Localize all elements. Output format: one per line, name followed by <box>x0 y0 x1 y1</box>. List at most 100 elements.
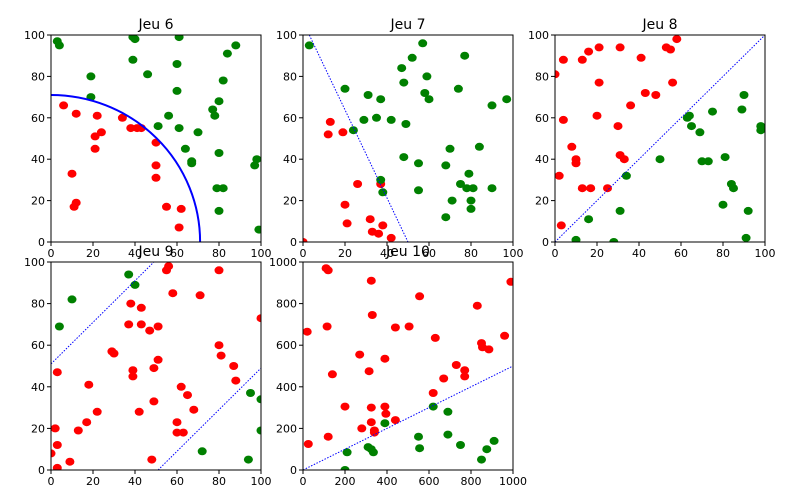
chart-panel-1: 0 20 40 60 80 100 0 20 40 60 80 100 Jeu 6 <box>24 17 272 260</box>
data-point <box>325 117 335 126</box>
data-point <box>386 233 396 242</box>
data-point <box>466 196 476 205</box>
data-point <box>256 395 261 404</box>
data-point <box>52 463 62 470</box>
data-point <box>92 111 102 120</box>
data-point <box>487 184 497 193</box>
data-point <box>609 238 619 242</box>
data-point <box>456 180 465 188</box>
data-point <box>366 276 376 285</box>
data-point <box>117 113 127 122</box>
data-point <box>212 184 222 193</box>
x-tick-label: 60 <box>170 475 184 488</box>
data-point <box>178 428 188 437</box>
data-point <box>67 169 77 178</box>
data-point <box>128 55 138 64</box>
chart-panel-3: 0 20 40 60 80 100 0 20 40 60 80 100 Jeu 8 <box>528 17 776 260</box>
data-point <box>214 266 224 275</box>
data-point <box>378 188 388 197</box>
plot-area <box>303 35 512 242</box>
data-point <box>136 320 146 329</box>
data-point <box>401 120 411 128</box>
data-point <box>651 91 661 99</box>
decision-boundary <box>303 365 513 470</box>
data-point <box>369 428 379 437</box>
data-point <box>172 428 182 437</box>
x-tick-label: 40 <box>128 475 142 488</box>
data-point <box>720 153 730 162</box>
data-point <box>386 115 396 124</box>
x-tick-label: 0 <box>300 475 307 488</box>
data-point <box>482 445 492 454</box>
data-point <box>136 303 146 312</box>
data-point <box>164 262 174 271</box>
y-tick-label: 100 <box>24 256 45 269</box>
data-point <box>128 372 138 381</box>
data-point <box>424 95 434 104</box>
data-point <box>390 416 400 425</box>
y-tick-label: 40 <box>535 153 549 166</box>
data-point <box>577 55 587 64</box>
y-tick-label: 200 <box>276 422 297 435</box>
data-point <box>174 223 184 232</box>
data-point <box>51 449 56 458</box>
data-point <box>555 171 564 180</box>
data-point <box>472 301 482 310</box>
axes-frame <box>302 261 514 471</box>
y-tick-label: 80 <box>535 70 549 83</box>
decision-boundary <box>51 262 155 365</box>
data-point <box>506 277 513 286</box>
data-point <box>464 169 474 178</box>
data-point <box>407 53 417 62</box>
y-tick-label: 0 <box>38 464 45 477</box>
data-point <box>189 405 199 414</box>
decision-boundary <box>308 35 409 242</box>
data-point <box>92 407 102 416</box>
data-point <box>487 101 497 110</box>
data-point <box>54 41 64 50</box>
plot-area <box>555 35 765 242</box>
y-tick-label: 80 <box>283 70 297 83</box>
data-point <box>368 448 378 457</box>
y-tick-label: 400 <box>276 381 297 394</box>
x-tick-label: 200 <box>335 475 356 488</box>
data-point <box>456 441 465 449</box>
data-point <box>327 370 337 379</box>
data-point <box>687 122 696 131</box>
data-point <box>380 402 390 411</box>
chart-title: Jeu 7 <box>390 17 426 33</box>
y-tick-label: 20 <box>31 422 45 435</box>
data-point <box>340 402 350 411</box>
data-point <box>151 161 161 170</box>
data-point <box>380 419 390 428</box>
data-point <box>168 289 178 298</box>
y-tick-label: 1000 <box>269 256 297 269</box>
data-point <box>187 159 197 168</box>
data-point <box>145 326 155 335</box>
data-point <box>365 215 375 224</box>
data-point <box>214 206 224 215</box>
data-point <box>571 235 581 242</box>
data-point <box>193 128 203 137</box>
x-tick-label: 0 <box>552 247 559 260</box>
x-tick-label: 40 <box>380 247 394 260</box>
data-point <box>592 111 602 120</box>
data-point <box>477 455 486 464</box>
data-point <box>143 70 153 79</box>
data-point <box>460 366 470 375</box>
data-point <box>363 91 373 99</box>
x-tick-label: 20 <box>86 475 100 488</box>
data-point <box>666 45 675 54</box>
data-point <box>380 354 390 363</box>
data-point <box>359 115 369 124</box>
x-tick-label: 100 <box>251 475 272 488</box>
data-point <box>172 60 182 68</box>
data-point <box>195 291 205 300</box>
data-point <box>367 311 377 319</box>
data-point <box>172 418 182 427</box>
data-point <box>214 341 224 350</box>
data-point <box>364 367 374 376</box>
data-point <box>558 55 568 64</box>
data-point <box>390 323 400 332</box>
